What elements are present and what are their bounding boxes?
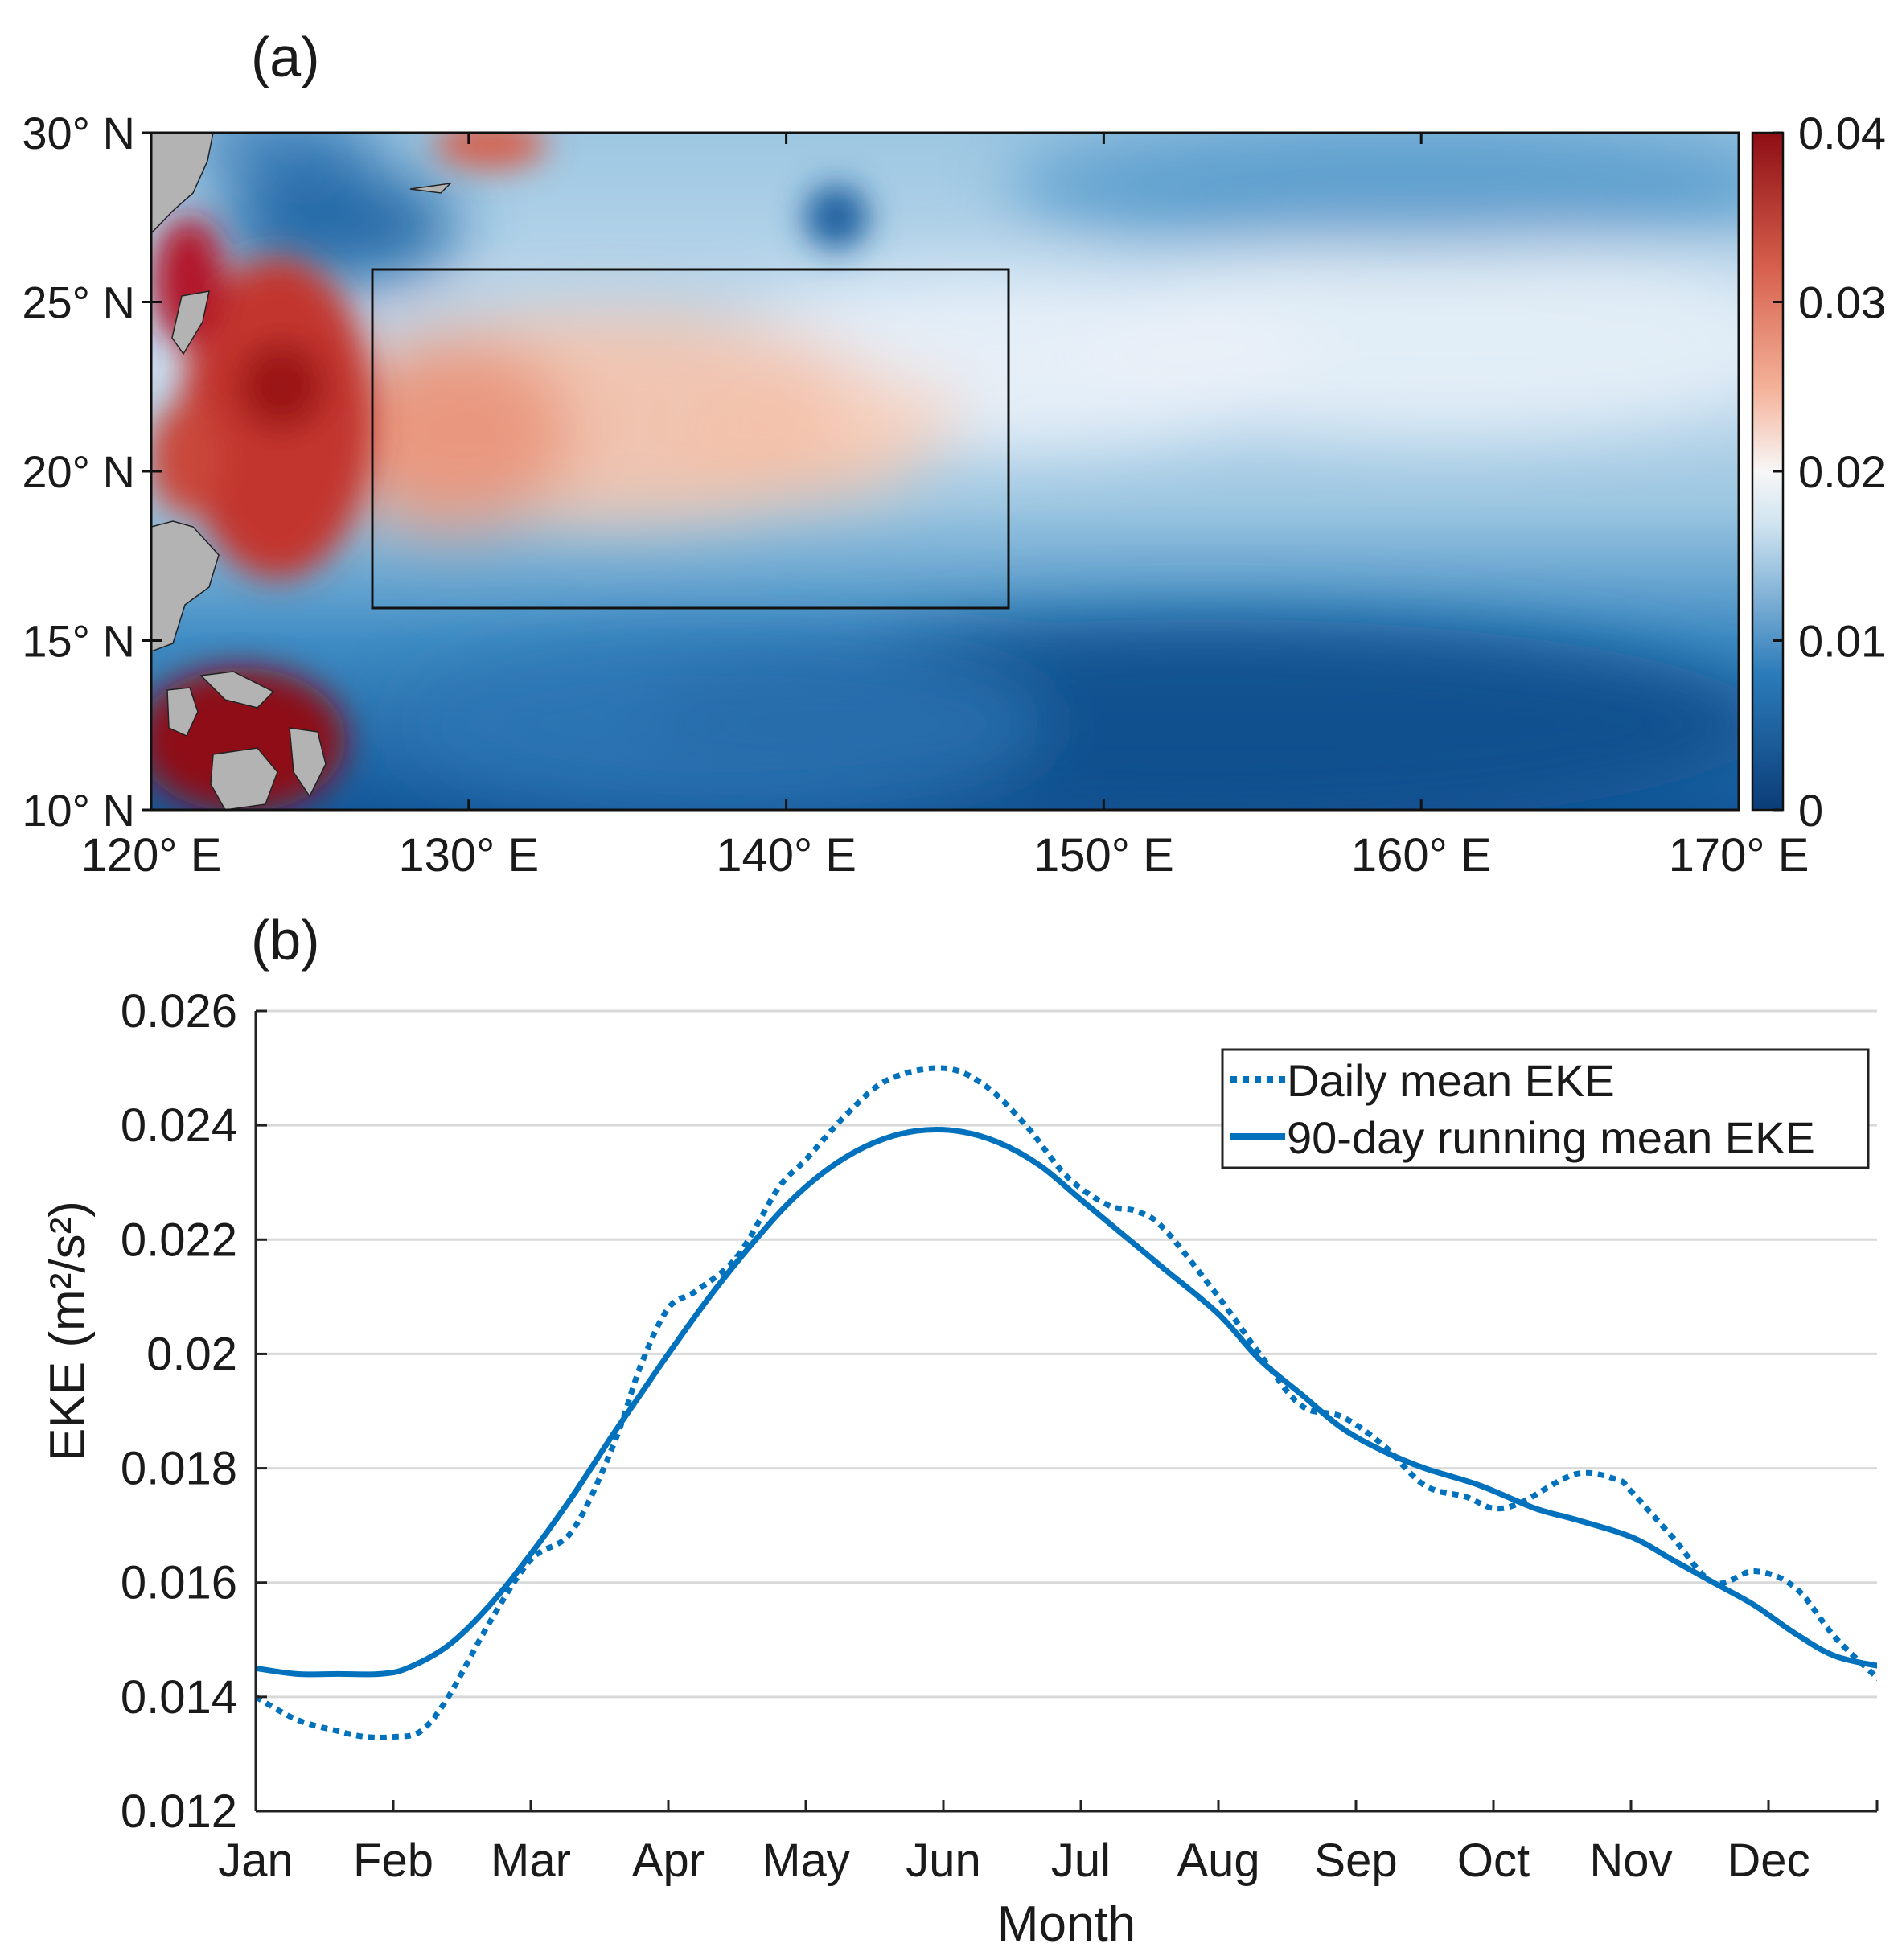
colorbar-tick-label: 0.03 bbox=[1798, 277, 1886, 328]
colorbar-tick-label: 0 bbox=[1798, 785, 1823, 836]
y-tick-label: 0.018 bbox=[121, 1443, 237, 1495]
gridlines bbox=[256, 1009, 1877, 1699]
colorbar-tick-label: 0.01 bbox=[1798, 616, 1886, 667]
analysis-region-box bbox=[371, 268, 1010, 610]
map-y-tick-label: 10° N bbox=[22, 785, 135, 836]
legend-label-running: 90-day running mean EKE bbox=[1287, 1112, 1815, 1163]
y-tick-label: 0.022 bbox=[121, 1214, 237, 1266]
map-x-tick-label: 150° E bbox=[1033, 829, 1174, 881]
series-90day-running-mean-eke bbox=[256, 1126, 1877, 1678]
legend-label-daily: Daily mean EKE bbox=[1287, 1055, 1615, 1106]
land-masses bbox=[151, 133, 453, 810]
x-tick-label: Oct bbox=[1457, 1835, 1530, 1887]
map-y-axis: 30° N 25° N 20° N 15° N 10° N bbox=[22, 108, 162, 836]
map-y-tick-label: 30° N bbox=[22, 108, 135, 158]
x-tick-label: Sep bbox=[1314, 1835, 1397, 1887]
x-axis-label: Month bbox=[997, 1896, 1136, 1952]
series-lines bbox=[256, 1065, 1877, 1740]
x-tick-label: Apr bbox=[632, 1835, 705, 1887]
colorbar-tick-label: 0.02 bbox=[1798, 446, 1886, 497]
map-x-tick-label: 170° E bbox=[1669, 829, 1810, 881]
x-axis: Jan Feb Mar Apr May Jun Jul Aug Sep Oct Nov Dec bbox=[218, 1800, 1879, 1887]
map-x-tick-label: 140° E bbox=[716, 829, 857, 881]
colorbar-ticks: 0.04 0.03 0.02 0.01 0 bbox=[1773, 108, 1886, 836]
map-x-tick-label: 160° E bbox=[1351, 829, 1492, 881]
x-tick-label: Nov bbox=[1589, 1835, 1672, 1887]
eke-heatmap bbox=[151, 133, 1739, 810]
legend: Daily mean EKE 90-day running mean EKE bbox=[1221, 1048, 1870, 1169]
x-tick-label: Jan bbox=[218, 1835, 294, 1887]
panel-b-label: (b) bbox=[251, 909, 320, 972]
colorbar-tick-label: 0.04 bbox=[1798, 108, 1886, 158]
legend-box bbox=[1221, 1048, 1870, 1169]
x-tick-label: May bbox=[762, 1835, 850, 1887]
x-tick-label: Mar bbox=[491, 1835, 571, 1887]
panel-a-map: (a) bbox=[22, 26, 1886, 881]
map-y-tick-label: 20° N bbox=[22, 446, 135, 497]
panel-b-line-chart: (b) 0.0120.0140.0160.0180.020.0220.0240.… bbox=[40, 909, 1879, 1952]
x-tick-label: Feb bbox=[353, 1835, 433, 1887]
x-tick-label: Aug bbox=[1177, 1835, 1259, 1887]
y-axis-label: EKE (m²/s²) bbox=[40, 1201, 96, 1461]
x-tick-label: Jun bbox=[906, 1835, 981, 1887]
panel-a-label: (a) bbox=[251, 26, 320, 88]
y-tick-label: 0.02 bbox=[146, 1328, 237, 1380]
y-axis: 0.012 0.014 0.016 0.018 0.02 0.022 0.024 0.026 bbox=[121, 985, 267, 1838]
y-tick-label: 0.012 bbox=[121, 1785, 237, 1838]
map-x-axis: 120° E 130° E 140° E 150° E 160° E 170° E bbox=[81, 133, 1810, 881]
map-x-tick-label: 120° E bbox=[81, 829, 222, 881]
x-tick-label: Jul bbox=[1051, 1835, 1111, 1887]
y-tick-label: 0.016 bbox=[121, 1557, 237, 1609]
y-tick-label: 0.026 bbox=[121, 985, 237, 1038]
map-y-tick-label: 15° N bbox=[22, 616, 135, 667]
y-tick-label: 0.024 bbox=[121, 1099, 237, 1152]
series-daily-mean-eke bbox=[256, 1065, 1877, 1740]
y-tick-label: 0.014 bbox=[121, 1671, 237, 1724]
x-tick-label: Dec bbox=[1727, 1835, 1810, 1887]
map-y-tick-label: 25° N bbox=[22, 277, 135, 328]
map-x-tick-label: 130° E bbox=[398, 829, 539, 881]
